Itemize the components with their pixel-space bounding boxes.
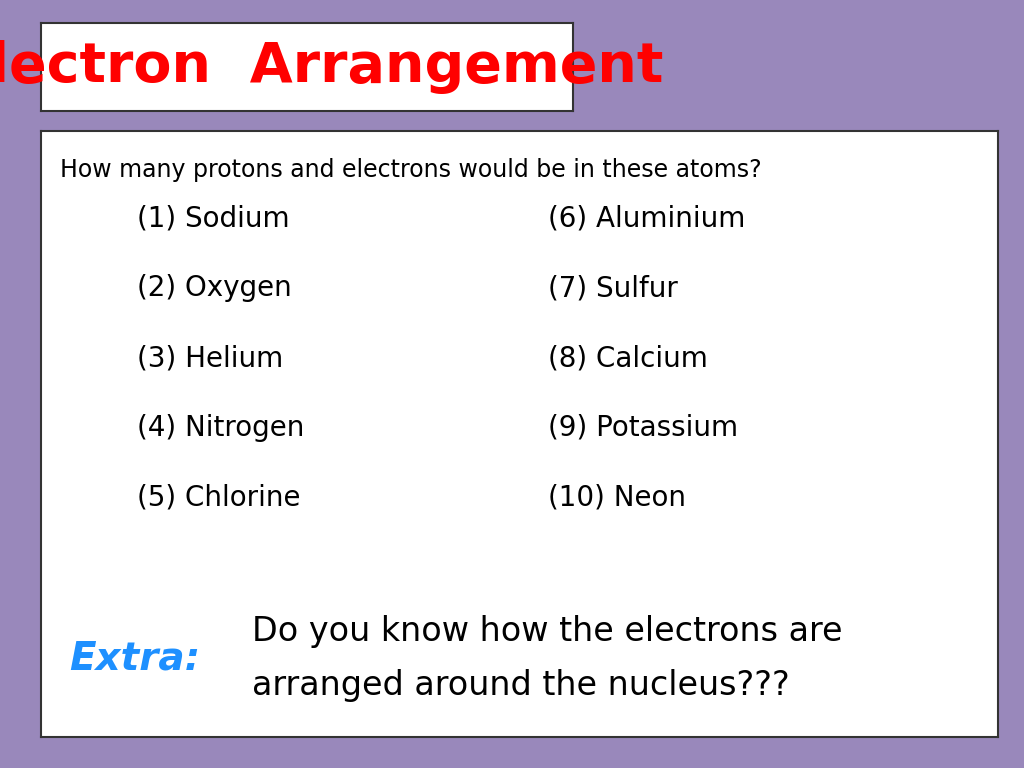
Text: (2) Oxygen: (2) Oxygen [137, 274, 292, 303]
Text: arranged around the nucleus???: arranged around the nucleus??? [252, 669, 790, 702]
Text: Extra:: Extra: [70, 640, 201, 677]
Text: (5) Chlorine: (5) Chlorine [137, 484, 300, 511]
Text: Do you know how the electrons are: Do you know how the electrons are [252, 614, 842, 647]
Text: (1) Sodium: (1) Sodium [137, 204, 290, 233]
Text: How many protons and electrons would be in these atoms?: How many protons and electrons would be … [60, 158, 762, 182]
Text: Electron  Arrangement: Electron Arrangement [0, 40, 663, 94]
Text: (6) Aluminium: (6) Aluminium [549, 204, 745, 233]
Text: (3) Helium: (3) Helium [137, 344, 283, 372]
Text: (9) Potassium: (9) Potassium [549, 414, 738, 442]
Text: (7) Sulfur: (7) Sulfur [549, 274, 678, 303]
Text: (10) Neon: (10) Neon [549, 484, 686, 511]
Text: (4) Nitrogen: (4) Nitrogen [137, 414, 304, 442]
Text: (8) Calcium: (8) Calcium [549, 344, 709, 372]
